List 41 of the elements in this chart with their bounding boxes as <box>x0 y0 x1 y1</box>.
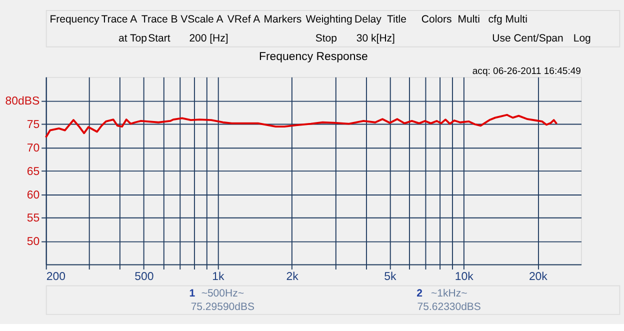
text: 30 k[Hz] <box>356 32 396 45</box>
x-tick-label: 500 <box>134 271 154 284</box>
text: Stop <box>315 32 338 45</box>
text: Weighting <box>306 13 352 26</box>
text: at Top <box>118 32 148 45</box>
text: 1 <box>189 288 196 300</box>
x-tick-label: 200 <box>46 271 66 284</box>
text: Colors <box>421 13 452 26</box>
text: ~500Hz~ <box>201 288 244 300</box>
y-tick-label: 60 <box>26 189 40 202</box>
y-tick-label: 80dBS <box>5 96 40 108</box>
chart-title: Frequency Response <box>258 50 368 63</box>
text: Start <box>148 32 170 45</box>
x-tick-label: 2k <box>286 271 299 284</box>
text: VRef A <box>227 13 260 26</box>
y-tick-label: 75 <box>26 119 40 132</box>
y-tick-label: 70 <box>26 142 40 154</box>
text: Use Cent/Span <box>492 32 564 45</box>
y-tick-label: 55 <box>26 212 40 225</box>
text: Markers <box>264 13 302 26</box>
text: VScale A <box>180 13 224 26</box>
text: Multi <box>458 13 480 26</box>
text: Log <box>573 32 592 45</box>
text: Trace B <box>141 13 178 26</box>
text: 2 <box>416 288 423 300</box>
text: acq: 06-26-2011 16:45:49 <box>472 66 581 78</box>
text: ~1kHz~ <box>431 288 468 300</box>
text: Delay <box>354 13 382 26</box>
x-tick-label: 20k <box>528 271 548 284</box>
y-tick-label: 65 <box>26 166 40 178</box>
text: Frequency <box>50 13 100 26</box>
text: cfg Multi <box>488 13 528 26</box>
text: 75.62330dBS <box>417 301 481 314</box>
text: Title <box>387 13 407 26</box>
text: 75.29590dBS <box>190 301 254 314</box>
text: 200 [Hz] <box>189 32 228 45</box>
x-tick-label: 5k <box>384 271 396 284</box>
text: Trace A <box>101 13 138 26</box>
x-tick-label: 10k <box>454 271 474 284</box>
y-tick-label: 50 <box>26 236 40 248</box>
x-tick-label: 1k <box>212 271 225 284</box>
